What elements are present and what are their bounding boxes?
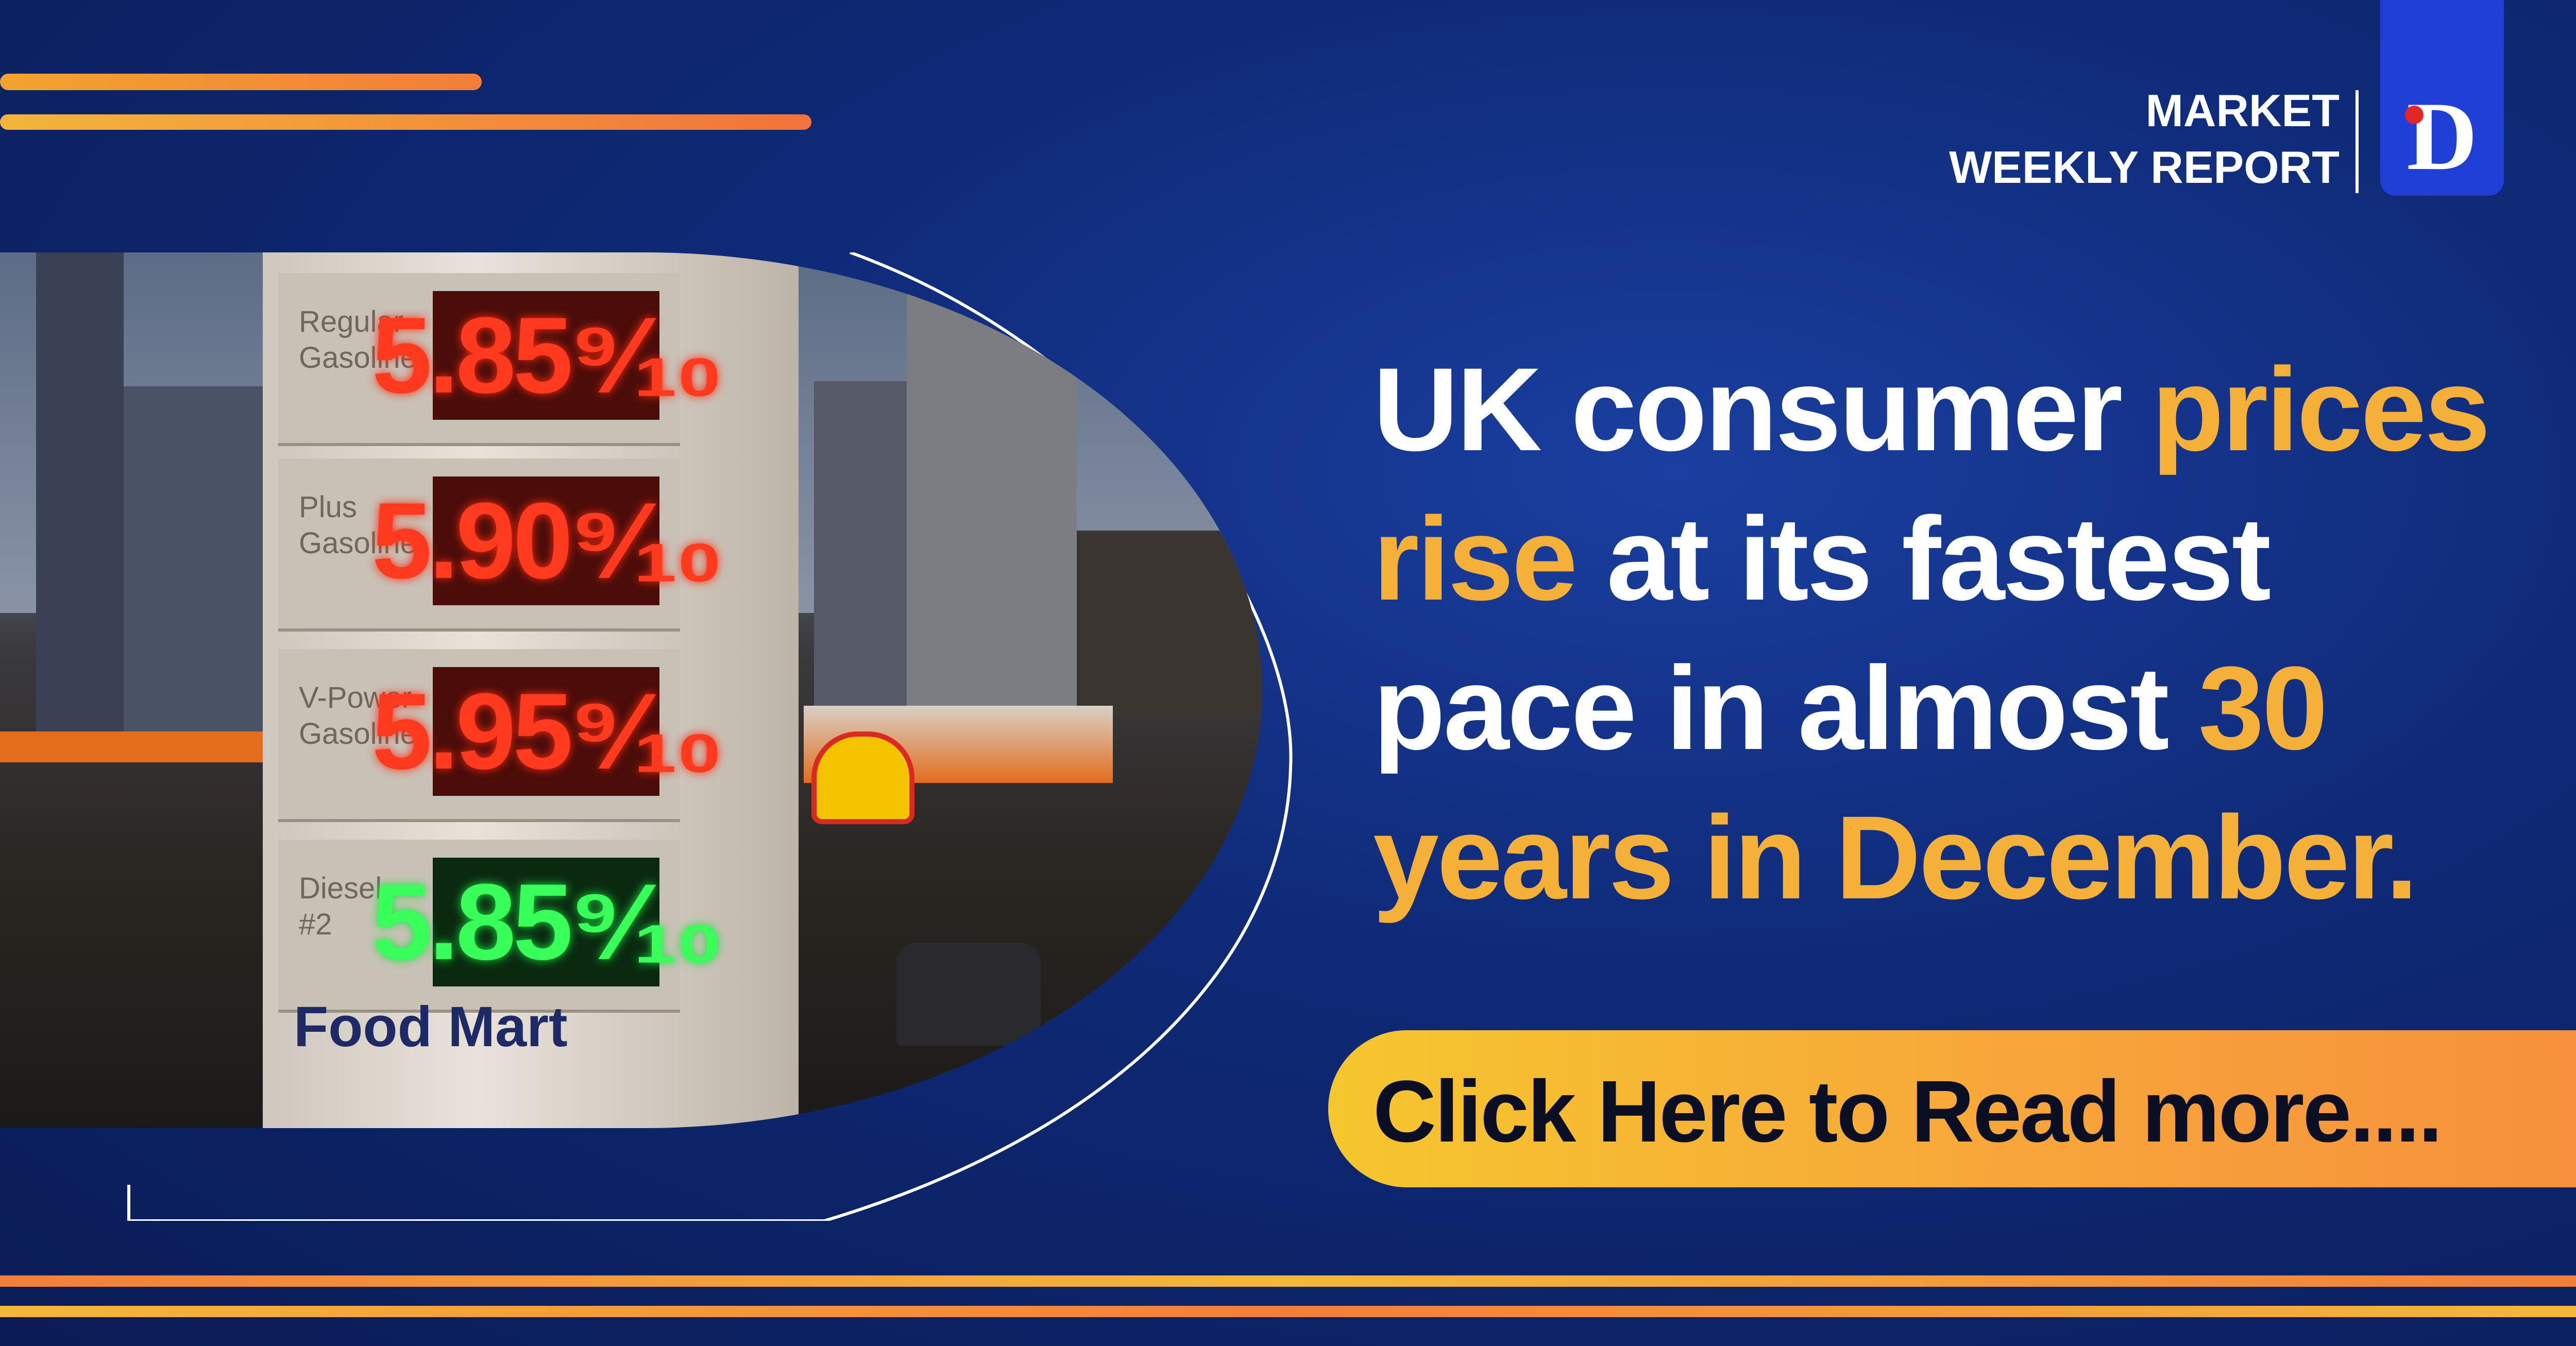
top-stripe-long	[0, 114, 811, 130]
header-divider	[2355, 90, 2359, 193]
building	[907, 283, 1077, 706]
gas-station-photo: Regular Gasoline 5.85⁹⁄₁₀ Plus Gasoline …	[0, 252, 1262, 1128]
car	[896, 943, 1041, 1046]
fuel-grade: Regular Gasoline	[299, 305, 417, 374]
bottom-stripe	[0, 1275, 2576, 1287]
price-panel: Plus Gasoline 5.90⁹⁄₁₀	[278, 458, 723, 632]
building	[1077, 531, 1262, 716]
shell-logo-icon	[811, 731, 914, 824]
report-line-1: MARKET	[2145, 85, 2340, 136]
headline-highlight: prices	[2151, 343, 2490, 475]
brand-logo[interactable]	[2380, 0, 2504, 196]
report-line-2: WEEKLY REPORT	[1949, 142, 2340, 193]
fuel-price: 5.85⁹⁄₁₀	[372, 291, 723, 420]
price-panel: Diesel #2 5.85⁹⁄₁₀	[278, 840, 723, 1013]
fuel-grade: Plus Gasoline	[299, 490, 417, 560]
read-more-label[interactable]: Click Here to Read more....	[1373, 1063, 2443, 1161]
price-sign: Regular Gasoline 5.85⁹⁄₁₀ Plus Gasoline …	[263, 252, 799, 1128]
headline: UK consumer prices rise at its fastest p…	[1373, 335, 2548, 932]
tower-building	[36, 252, 124, 731]
fuel-price: 5.95⁹⁄₁₀	[372, 667, 723, 796]
bottom-stripe	[0, 1306, 2576, 1317]
food-mart-sign: Food Mart	[294, 995, 568, 1059]
headline-part: UK consumer	[1373, 343, 2152, 475]
building	[814, 381, 907, 706]
station-canopy	[0, 731, 289, 762]
report-title: MARKET WEEKLY REPORT	[1949, 82, 2340, 196]
logo-letter: D	[2406, 82, 2478, 191]
fuel-grade: V-Power Gasoline	[299, 681, 417, 751]
price-panel: V-Power Gasoline 5.95⁹⁄₁₀	[278, 649, 723, 822]
fuel-grade: Diesel #2	[299, 872, 382, 941]
headline-part: at its fastest pace in almost	[1373, 492, 2271, 774]
read-more-button[interactable]	[1328, 1030, 2576, 1187]
fuel-price: 5.90⁹⁄₁₀	[372, 476, 723, 605]
headline-highlight: rise	[1373, 492, 1578, 625]
price-panel: Regular Gasoline 5.85⁹⁄₁₀	[278, 273, 723, 446]
logo-dot-icon	[2405, 106, 2424, 124]
building	[124, 386, 268, 731]
top-stripe-short	[0, 74, 482, 90]
fuel-price: 5.85⁹⁄₁₀	[372, 858, 723, 986]
headline-highlight: 30 years in December.	[1373, 642, 2418, 924]
